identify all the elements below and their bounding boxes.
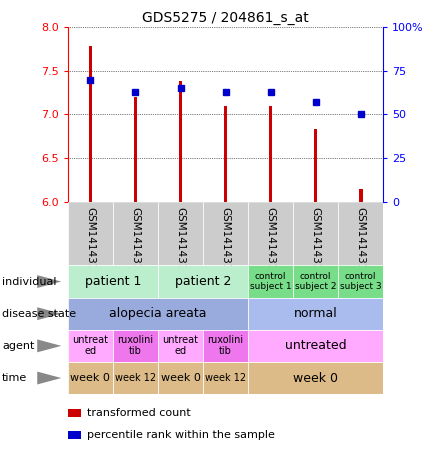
Text: week 12: week 12 <box>205 373 246 383</box>
Bar <box>248 265 293 298</box>
Bar <box>293 265 338 298</box>
Text: untreat
ed: untreat ed <box>162 336 198 356</box>
Bar <box>338 265 383 298</box>
Bar <box>68 298 248 330</box>
Text: untreat
ed: untreat ed <box>72 336 109 356</box>
Text: GSM1414315: GSM1414315 <box>221 207 230 277</box>
Text: control
subject 1: control subject 1 <box>250 272 291 291</box>
Bar <box>68 330 113 362</box>
Polygon shape <box>37 307 61 320</box>
Bar <box>158 265 248 298</box>
Bar <box>248 330 383 362</box>
Text: GSM1414317: GSM1414317 <box>311 207 321 277</box>
Bar <box>269 106 272 202</box>
Text: transformed count: transformed count <box>87 408 191 418</box>
Bar <box>113 362 158 394</box>
Bar <box>68 409 81 417</box>
Bar <box>248 362 383 394</box>
Text: disease state: disease state <box>2 308 76 319</box>
Bar <box>134 97 137 202</box>
Text: GSM1414314: GSM1414314 <box>176 207 186 277</box>
Text: patient 2: patient 2 <box>175 275 231 288</box>
Bar <box>68 202 113 265</box>
Polygon shape <box>37 339 61 352</box>
Text: normal: normal <box>294 307 338 320</box>
Text: agent: agent <box>2 341 35 351</box>
Text: percentile rank within the sample: percentile rank within the sample <box>87 430 275 440</box>
Bar <box>158 330 203 362</box>
Text: GSM1414312: GSM1414312 <box>85 207 95 277</box>
Bar <box>293 202 338 265</box>
Bar <box>68 362 113 394</box>
Text: control
subject 2: control subject 2 <box>295 272 336 291</box>
Bar <box>359 188 363 202</box>
Bar <box>248 202 293 265</box>
Text: alopecia areata: alopecia areata <box>109 307 207 320</box>
Text: time: time <box>2 373 28 383</box>
Polygon shape <box>37 371 61 385</box>
Text: individual: individual <box>2 276 57 287</box>
Text: week 0: week 0 <box>293 371 338 385</box>
Bar <box>113 202 158 265</box>
Bar <box>68 431 81 439</box>
Text: GSM1414316: GSM1414316 <box>265 207 276 277</box>
Bar <box>314 129 318 202</box>
Polygon shape <box>37 275 61 288</box>
Title: GDS5275 / 204861_s_at: GDS5275 / 204861_s_at <box>142 11 309 25</box>
Text: untreated: untreated <box>285 339 346 352</box>
Text: week 0: week 0 <box>71 373 110 383</box>
Text: GSM1414313: GSM1414313 <box>131 207 141 277</box>
Bar <box>203 330 248 362</box>
Bar <box>158 202 203 265</box>
Text: control
subject 3: control subject 3 <box>340 272 381 291</box>
Text: ruxolini
tib: ruxolini tib <box>208 336 244 356</box>
Text: patient 1: patient 1 <box>85 275 141 288</box>
Bar <box>113 330 158 362</box>
Bar <box>68 265 158 298</box>
Bar <box>338 202 383 265</box>
Bar <box>203 362 248 394</box>
Bar <box>88 46 92 202</box>
Bar <box>158 362 203 394</box>
Text: week 0: week 0 <box>161 373 201 383</box>
Bar <box>203 202 248 265</box>
Bar <box>224 106 227 202</box>
Bar <box>248 298 383 330</box>
Text: week 12: week 12 <box>115 373 156 383</box>
Text: GSM1414318: GSM1414318 <box>356 207 366 277</box>
Text: ruxolini
tib: ruxolini tib <box>117 336 154 356</box>
Bar <box>179 81 182 202</box>
